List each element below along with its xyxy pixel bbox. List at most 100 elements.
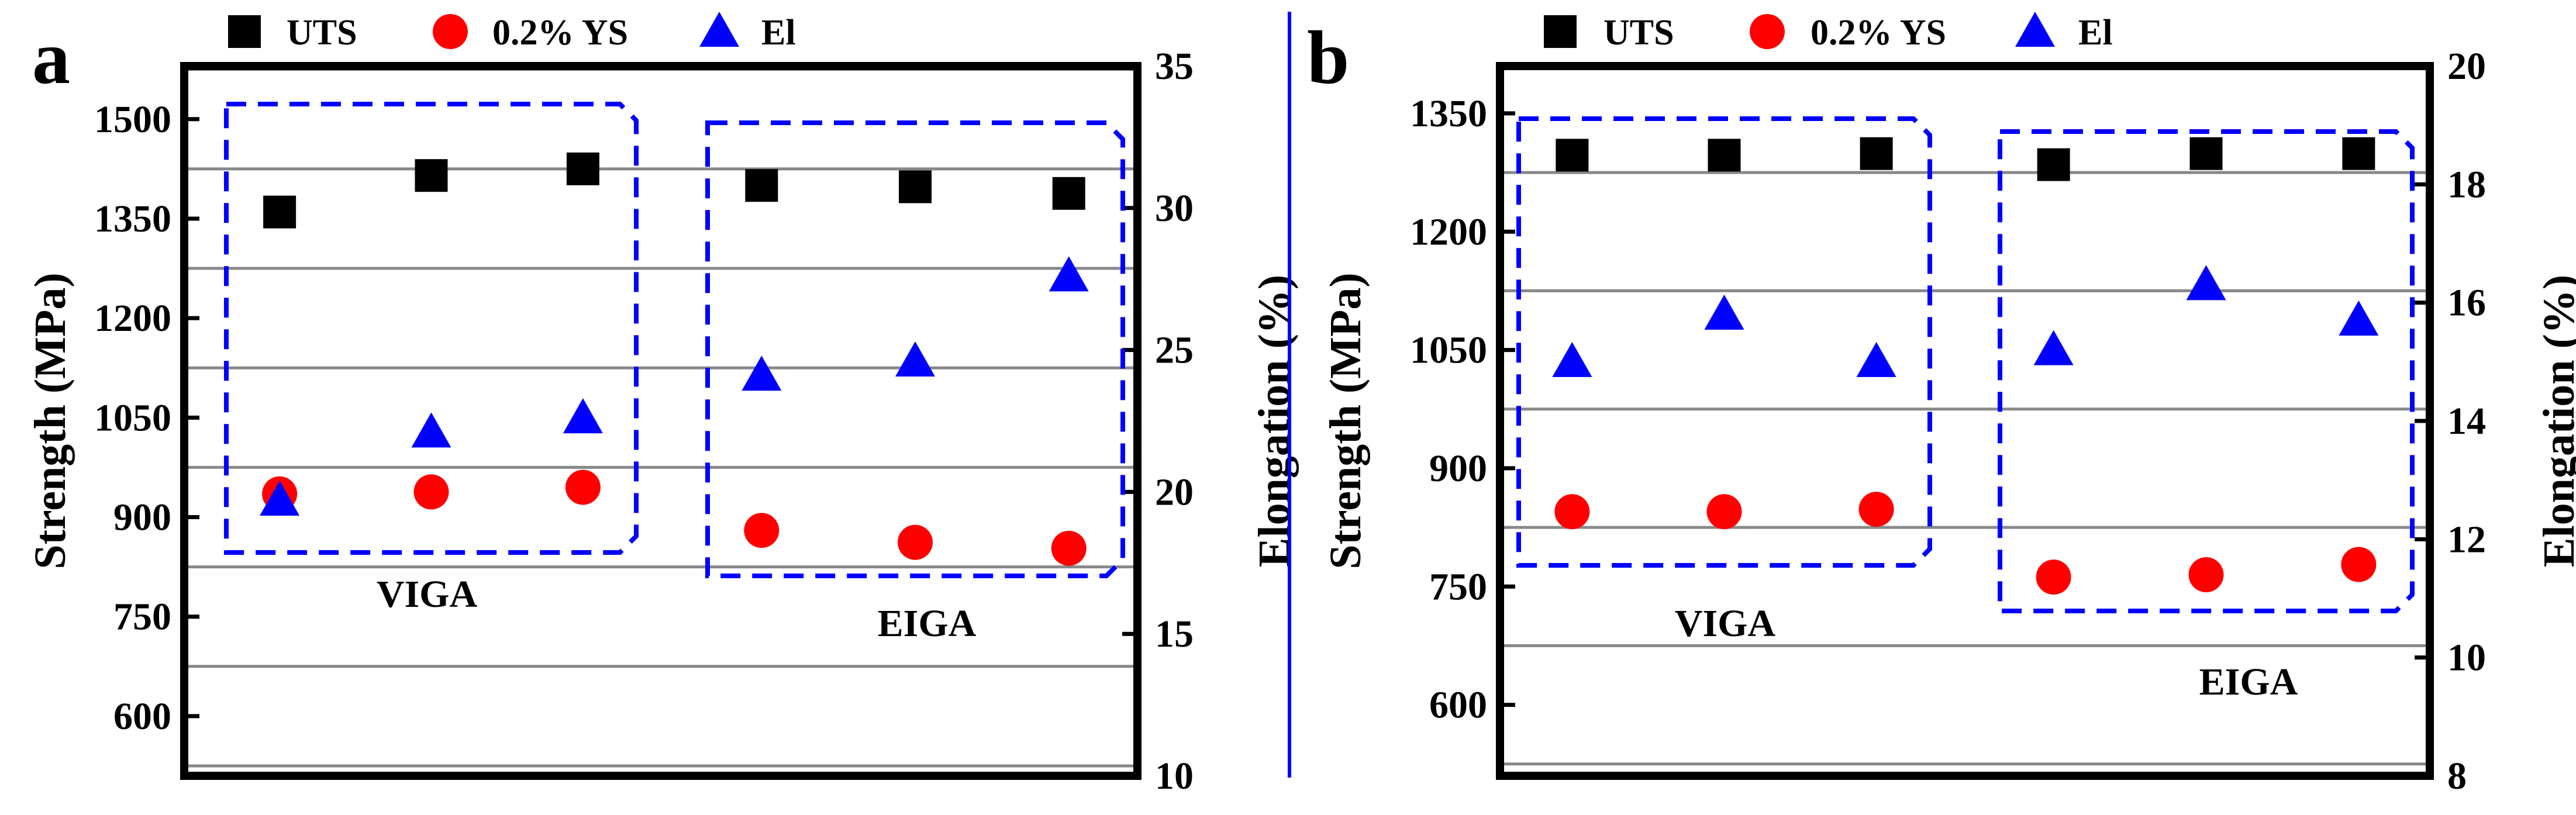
data-point — [2341, 547, 2377, 582]
group-box-eiga — [1998, 129, 2415, 613]
y2-tick-label: 8 — [2447, 755, 2467, 797]
y-tick-label: 1500 — [94, 98, 171, 141]
y-tick-label: 900 — [1429, 447, 1487, 490]
data-point — [1706, 494, 1742, 530]
series-uts — [263, 152, 1085, 229]
data-point — [2036, 560, 2071, 595]
legend: UTS 0.2% YS El — [228, 12, 796, 53]
y2-axis-title: Elongation (%) — [2534, 275, 2576, 567]
y-tick-label: 750 — [1429, 565, 1487, 608]
data-point — [1860, 137, 1893, 170]
y-axis-title: Strength (MPa) — [26, 272, 75, 569]
group-box-viga — [1516, 116, 1932, 568]
data-point — [1708, 139, 1741, 172]
data-point — [2188, 557, 2224, 593]
left-axis: 600 750 900 1050 1200 1350 1500 — [94, 98, 199, 738]
group-label-eiga: EIGA — [2199, 661, 2298, 703]
legend-marker — [1544, 15, 1577, 48]
data-point — [1052, 177, 1085, 210]
series-el — [1552, 265, 2379, 377]
y2-tick-label: 14 — [2447, 400, 2486, 443]
data-point — [565, 469, 601, 505]
left-axis: 600 750 900 1050 1200 1350 — [1410, 92, 1515, 727]
data-point — [744, 513, 780, 548]
data-point — [260, 480, 300, 516]
data-point — [2189, 137, 2223, 170]
data-point — [1704, 294, 1744, 330]
legend-label: 0.2% YS — [492, 13, 628, 53]
y2-tick-label: 16 — [2447, 282, 2486, 324]
y-tick-label: 1050 — [94, 396, 171, 439]
legend-label: 0.2% YS — [1811, 13, 1946, 53]
legend-label: El — [2078, 13, 2113, 53]
y2-tick-label: 20 — [1155, 471, 1194, 513]
series-0-2-ys — [1554, 492, 2377, 595]
data-point — [2342, 137, 2375, 170]
series-uts — [1556, 137, 2375, 181]
y-tick-label: 1350 — [1410, 92, 1487, 135]
right-axis: 10 15 20 25 30 35 — [1122, 45, 1194, 797]
plot-frame — [180, 62, 1142, 780]
y2-tick-label: 30 — [1155, 187, 1194, 230]
y-tick-label: 600 — [113, 695, 171, 738]
data-point — [1556, 139, 1589, 172]
group-label-eiga: EIGA — [878, 602, 977, 645]
legend-label: UTS — [287, 13, 357, 53]
data-point — [1049, 256, 1089, 292]
data-point — [2037, 148, 2070, 181]
y2-axis-title: Elongation (%) — [1250, 275, 1299, 567]
legend-label: El — [761, 13, 796, 53]
grid-lines — [184, 68, 1137, 768]
panel-label: b — [1307, 16, 1349, 100]
y-tick-label: 750 — [113, 596, 171, 638]
y-tick-label: 1200 — [1410, 210, 1487, 253]
y2-tick-label: 35 — [1155, 45, 1194, 88]
panel-a-chart: 600 750 900 1050 1200 1350 1500 10 15 20 25 30 35 Str… — [26, 12, 1299, 797]
data-point — [2033, 330, 2074, 365]
data-point — [413, 474, 449, 510]
y2-tick-label: 25 — [1155, 329, 1194, 372]
grid-lines — [1500, 171, 2430, 766]
y2-tick-label: 18 — [2447, 163, 2486, 206]
data-point — [895, 341, 935, 377]
right-axis: 8 10 12 14 16 18 20 — [2415, 45, 2486, 797]
data-point — [563, 398, 603, 434]
y-axis-title: Strength (MPa) — [1321, 272, 1370, 569]
group-box-eiga — [705, 120, 1125, 578]
data-point — [411, 412, 451, 448]
data-point — [263, 195, 296, 229]
y2-tick-label: 10 — [1155, 755, 1194, 797]
y2-tick-label: 15 — [1155, 613, 1194, 655]
legend-marker — [228, 15, 261, 48]
data-point — [898, 524, 933, 560]
data-point — [415, 159, 448, 192]
data-point — [2339, 301, 2379, 336]
data-point — [1051, 530, 1087, 566]
group-label-viga: VIGA — [377, 573, 478, 616]
y-tick-label: 900 — [113, 496, 171, 539]
data-point — [1552, 341, 1592, 377]
data-point — [2186, 265, 2226, 301]
y-tick-label: 1050 — [1410, 329, 1487, 372]
data-point — [742, 355, 782, 391]
y-tick-label: 600 — [1429, 684, 1487, 727]
legend: UTS 0.2% YS El — [1544, 12, 2113, 53]
y-tick-label: 1350 — [94, 198, 171, 240]
legend-marker — [2015, 12, 2055, 47]
y-tick-label: 1200 — [94, 297, 171, 340]
series-el — [260, 256, 1089, 516]
y2-tick-label: 12 — [2447, 518, 2486, 561]
legend-marker — [433, 14, 468, 49]
data-point — [745, 169, 778, 202]
legend-label: UTS — [1603, 13, 1674, 53]
legend-marker — [699, 12, 739, 47]
data-point — [1856, 341, 1896, 377]
data-point — [1554, 494, 1590, 530]
panel-label: a — [32, 16, 70, 100]
y2-tick-label: 10 — [2447, 637, 2486, 679]
data-point — [566, 152, 599, 185]
data-point — [899, 170, 932, 203]
y2-tick-label: 20 — [2447, 45, 2486, 88]
group-box-viga — [224, 102, 639, 555]
